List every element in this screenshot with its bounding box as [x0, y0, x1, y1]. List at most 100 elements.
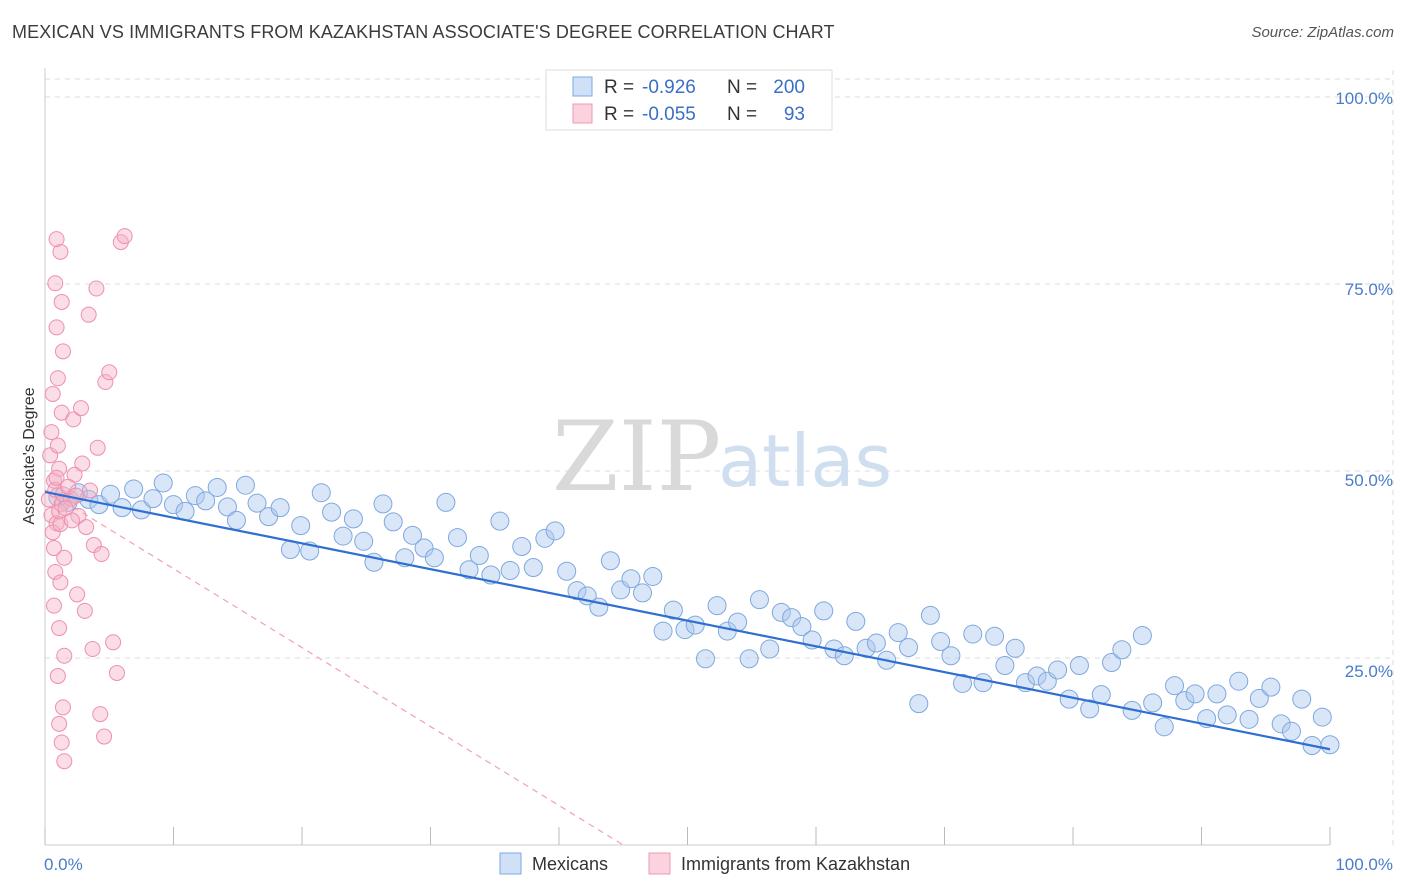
x-tick-label-0: 0.0%	[44, 855, 83, 874]
mexicans-point-70	[792, 617, 812, 637]
mexicans-point-120	[1320, 735, 1340, 755]
mexicans-point-65	[739, 649, 759, 669]
kazakhstan-point-40	[78, 519, 95, 536]
mexicans-point-47	[545, 521, 565, 541]
trendline-mexicans	[44, 490, 1331, 751]
y-axis-label: Associate's Degree	[21, 387, 38, 524]
mexicans-point-14	[196, 491, 216, 511]
kazakhstan-point-41	[81, 482, 98, 499]
mexicans-point-116	[1281, 721, 1301, 741]
mexicans-point-57	[653, 621, 673, 641]
kazakhstan-point-52	[69, 586, 86, 603]
kazakhstan-point-39	[74, 455, 91, 472]
mexicans-point-28	[343, 509, 363, 529]
mexicans-point-119	[1312, 707, 1332, 727]
mexicans-point-115	[1271, 714, 1291, 734]
mexicans-point-97	[1080, 699, 1100, 719]
kazakhstan-point-58	[92, 706, 109, 723]
mexicans-point-9	[143, 489, 163, 509]
kazakhstan-point-51	[65, 411, 82, 428]
mexicans-point-18	[235, 475, 255, 495]
kazakhstan-point-53	[72, 400, 89, 417]
source-label: Source: ZipAtlas.com	[1251, 24, 1394, 41]
legend-label-kazakhstan: Immigrants from Kazakhstan	[681, 854, 910, 874]
trendline-kazakhstan	[44, 489, 624, 846]
kazakhstan-point-30	[52, 243, 69, 260]
kazakhstan-point-63	[67, 487, 84, 504]
mexicans-point-83	[931, 632, 951, 652]
axes	[44, 68, 1331, 846]
mexicans-point-27	[333, 526, 353, 546]
y-tick-label-50: 50.0%	[1345, 471, 1393, 490]
kazakhstan-point-29	[49, 667, 66, 684]
mexicans-point-23	[291, 516, 311, 536]
kazakhstan-point-54	[76, 602, 93, 619]
mexicans-point-103	[1143, 693, 1163, 713]
mexicans-point-38	[447, 528, 467, 548]
stats-box-frame	[545, 69, 833, 131]
stats-n-value-kazakhstan: 93	[784, 104, 805, 125]
mexicans-point-16	[217, 497, 237, 517]
stats-n-label-kazakhstan: N =	[727, 104, 757, 125]
mexicans-point-110	[1217, 705, 1237, 725]
mexicans-point-81	[909, 694, 929, 714]
mexicans-point-58	[663, 600, 683, 620]
stats-swatch-kazakhstan	[572, 103, 593, 124]
kazakhstan-point-25	[51, 620, 68, 637]
x-tick-label-100: 100.0%	[1335, 855, 1393, 874]
mexicans-point-39	[459, 560, 479, 580]
mexicans-point-34	[403, 525, 423, 545]
kazakhstan-point-27	[56, 647, 73, 664]
stats-r-label-kazakhstan: R =	[604, 104, 634, 125]
stats-swatch-mexicans	[572, 76, 593, 97]
mexicans-point-43	[500, 560, 520, 580]
mexicans-point-102	[1132, 626, 1152, 646]
kazakhstan-point-46	[101, 364, 118, 381]
mexicans-point-77	[866, 633, 886, 653]
mexicans-point-62	[707, 596, 727, 616]
mexicans-point-36	[424, 548, 444, 568]
mexicans-point-96	[1069, 655, 1089, 675]
kazakhstan-point-55	[80, 306, 97, 323]
mexicans-point-37	[436, 492, 456, 512]
kazakhstan-point-35	[56, 753, 73, 770]
stats-r-value-mexicans: -0.926	[642, 77, 696, 98]
watermark: ZIP atlas	[552, 401, 892, 513]
mexicans-point-87	[973, 673, 993, 693]
kazakhstan-point-9	[49, 437, 66, 454]
mexicans-point-45	[523, 557, 543, 577]
mexicans-point-98	[1091, 685, 1111, 705]
mexicans-point-42	[490, 511, 510, 531]
chart-title: MEXICAN VS IMMIGRANTS FROM KAZAKHSTAN AS…	[12, 22, 835, 42]
kazakhstan-point-34	[53, 734, 70, 751]
kazakhstan-point-31	[54, 699, 71, 716]
kazakhstan-point-19	[47, 563, 64, 580]
mexicans-point-66	[749, 590, 769, 610]
mexicans-point-49	[567, 581, 587, 601]
mexicans-point-56	[643, 566, 663, 586]
mexicans-point-85	[952, 673, 972, 693]
mexicans-point-92	[1027, 666, 1047, 686]
legend-swatch-kazakhstan	[648, 852, 671, 875]
mexicans-point-54	[621, 569, 641, 589]
mexicans-point-89	[995, 655, 1015, 675]
mexicans-point-67	[760, 639, 780, 659]
mexicans-point-21	[270, 498, 290, 518]
mexicans-point-46	[535, 528, 555, 548]
kazakhstan-point-48	[108, 664, 125, 681]
mexicans-point-113	[1249, 688, 1269, 708]
mexicans-point-29	[354, 531, 374, 551]
kazakhstan-point-26	[53, 293, 70, 310]
stats-n-value-mexicans: 200	[773, 77, 805, 98]
mexicans-point-112	[1239, 709, 1259, 729]
y-tick-label-25: 25.0%	[1345, 662, 1393, 681]
mexicans-point-104	[1154, 717, 1174, 737]
kazakhstan-point-43	[89, 439, 106, 456]
watermark-atlas: atlas	[718, 419, 892, 503]
mexicans-point-35	[414, 538, 434, 558]
mexicans-point-17	[226, 510, 246, 530]
mexicans-point-11	[164, 495, 183, 515]
kazakhstan-point-17	[56, 549, 73, 566]
mexicans-point-68	[771, 602, 791, 622]
